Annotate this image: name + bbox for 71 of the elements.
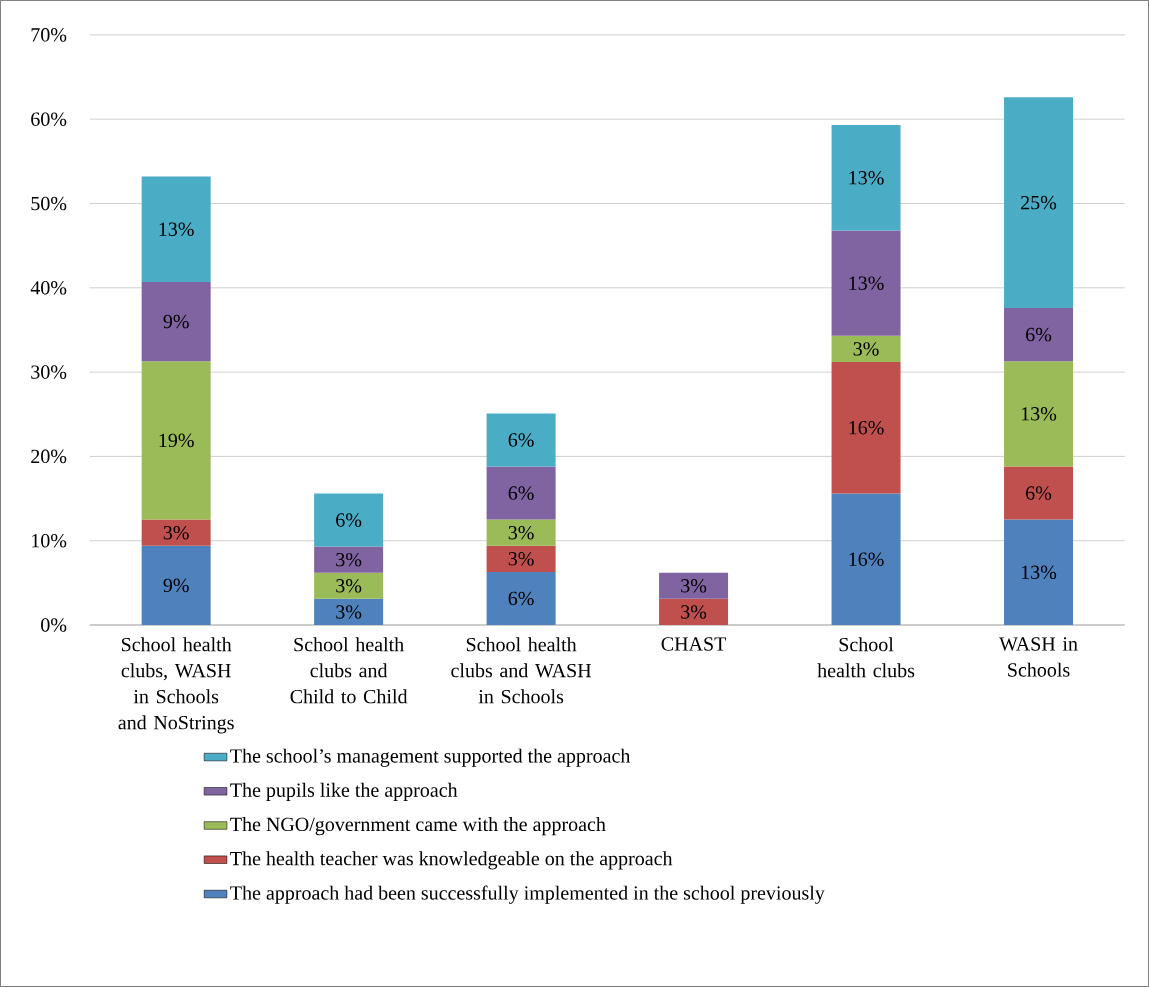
legend-label: The NGO/government came with the approach	[230, 817, 606, 836]
data-label: 9%	[163, 578, 189, 593]
bar	[831, 493, 901, 626]
data-label: 13%	[849, 171, 884, 185]
bar	[831, 230, 901, 336]
data-label: 6%	[336, 513, 362, 527]
bar	[659, 598, 729, 626]
y-tick-label: 70%	[31, 28, 67, 42]
bar	[1004, 361, 1074, 467]
bar	[314, 598, 384, 626]
y-tick-label: 40%	[30, 281, 67, 295]
bar	[1004, 308, 1074, 362]
data-label: 3%	[681, 605, 707, 619]
x-tick-label: CHAST	[661, 637, 727, 651]
data-label: 9%	[163, 314, 189, 329]
data-label: 3%	[163, 525, 189, 540]
bar	[831, 361, 901, 494]
legend-label: The pupils like the approach	[230, 782, 458, 801]
bar	[1004, 97, 1074, 309]
legend-label: The school’s management supported the approach	[230, 748, 631, 767]
bar	[314, 546, 384, 573]
y-tick-label: 10%	[32, 533, 67, 548]
y-tick-label: 0%	[41, 618, 67, 632]
data-label: 13%	[159, 222, 194, 237]
data-label: 25%	[1021, 195, 1057, 210]
data-label: 3%	[508, 552, 534, 566]
data-label: 6%	[1026, 486, 1052, 500]
bar	[314, 493, 384, 547]
bar	[141, 519, 211, 546]
data-label: 3%	[508, 525, 534, 540]
data-label: 13%	[849, 276, 884, 290]
x-tick-label: School health clubs and WASH in Schools	[451, 637, 592, 704]
data-label: 3%	[336, 605, 362, 619]
y-tick-label: 60%	[31, 112, 67, 126]
data-label: 3%	[853, 342, 879, 356]
x-tick-label: School health clubs, WASH in Schools and NoStrings	[118, 637, 234, 734]
bar	[141, 281, 211, 362]
data-label: 13%	[1021, 565, 1057, 580]
legend-label: The approach had been successfully implemented in the school previously	[230, 885, 825, 904]
bar	[486, 413, 556, 467]
x-tick-label: WASH in Schools	[999, 637, 1078, 677]
bar	[659, 572, 729, 599]
data-label: 16%	[849, 552, 884, 567]
bar	[141, 361, 211, 520]
y-tick-label: 30%	[31, 365, 67, 379]
y-tick-label: 50%	[31, 196, 67, 211]
x-tick-label: School health clubs and Child to Child	[290, 637, 408, 704]
bar	[141, 176, 211, 282]
bar	[831, 335, 901, 362]
y-tick-label: 20%	[31, 449, 67, 464]
bar	[486, 545, 556, 572]
data-label: 3%	[336, 579, 362, 593]
x-tick-label: School health clubs	[817, 637, 915, 678]
bar	[1004, 466, 1074, 520]
data-label: 6%	[508, 591, 534, 606]
bar	[486, 466, 556, 520]
bar	[486, 571, 556, 626]
legend-label: The health teacher was knowledgeable on the approach	[230, 851, 673, 870]
data-label: 6%	[508, 486, 534, 500]
bar	[486, 519, 556, 546]
data-label: 13%	[1021, 407, 1057, 421]
bar	[314, 572, 384, 599]
data-label: 6%	[508, 433, 534, 447]
data-label: 3%	[336, 552, 362, 567]
bar	[141, 545, 211, 626]
bar	[1004, 519, 1074, 626]
data-label: 3%	[681, 579, 707, 593]
data-label: 19%	[159, 433, 194, 448]
data-label: 6%	[1026, 327, 1052, 342]
data-label: 16%	[849, 420, 884, 435]
bar	[831, 125, 901, 231]
